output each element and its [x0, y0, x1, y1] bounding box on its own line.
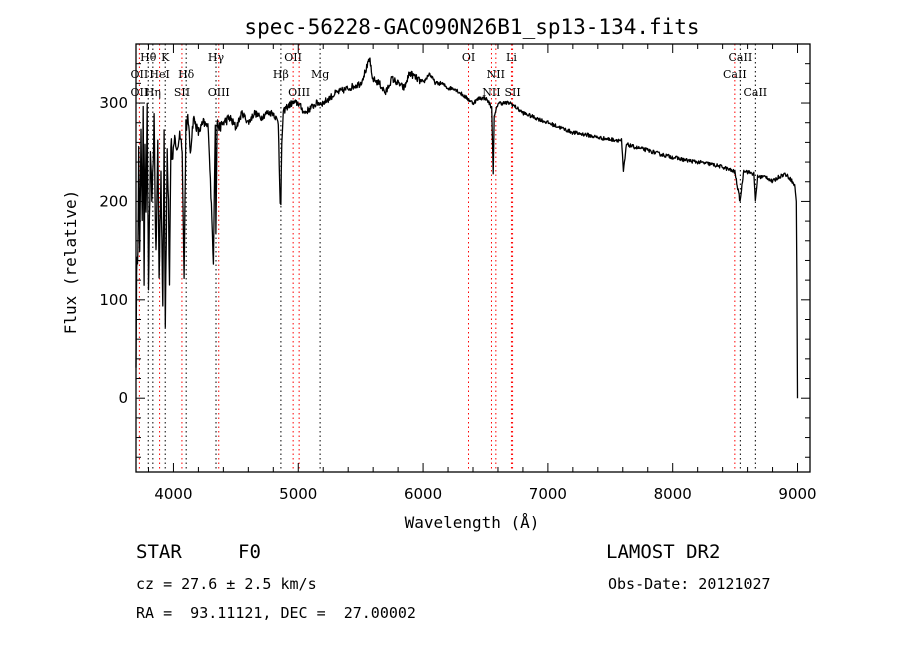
x-tick-label: 8000 [654, 485, 692, 503]
line-label: CaII [743, 86, 767, 99]
plot-frame [135, 43, 811, 473]
line-label: SII [504, 86, 520, 99]
line-label: CaII [729, 51, 753, 64]
line-label: OII [131, 86, 149, 99]
line-label: OIII [288, 86, 310, 99]
spectral-subclass: F0 [238, 541, 261, 563]
x-tick-label: 7000 [529, 485, 567, 503]
y-tick-label: 100 [99, 291, 128, 309]
x-tick-label: 5000 [279, 485, 317, 503]
line-label: OII [131, 68, 149, 81]
survey-name: LAMOST DR2 [606, 541, 721, 563]
line-label: Mg [311, 68, 329, 81]
line-label: Hη [145, 86, 161, 99]
observation-date: Obs-Date: 20121027 [608, 575, 771, 593]
coordinates-text: RA = 93.11121, DEC = 27.00002 [136, 604, 416, 622]
line-label: NII [487, 68, 505, 81]
line-label: Hθ [140, 51, 157, 64]
y-tick-label: 200 [99, 192, 128, 210]
line-label: SII [174, 86, 190, 99]
line-label: OII [284, 51, 302, 64]
redshift-text: cz = 27.6 ± 2.5 km/s [136, 575, 317, 593]
object-type: STAR [136, 541, 182, 563]
x-tick-label: 6000 [404, 485, 442, 503]
line-label: CaII [723, 68, 747, 81]
y-tick-label: 300 [99, 94, 128, 112]
spectral-line-markers [138, 44, 756, 472]
line-label: NII [482, 86, 500, 99]
x-axis-label: Wavelength (Å) [405, 513, 540, 532]
line-label: K [161, 51, 170, 64]
chart-title: spec-56228-GAC090N26B1_sp13-134.fits [244, 15, 699, 39]
line-label: OIII [208, 86, 230, 99]
line-label: OI [462, 51, 475, 64]
line-label: Hδ [178, 68, 195, 81]
line-label: Hβ [273, 68, 289, 81]
x-tick-label: 4000 [154, 485, 192, 503]
line-label: HeI [149, 68, 169, 81]
axis-ticks: 4000 5000 6000 7000 8000 9000 0 100 200 300 [99, 43, 817, 503]
line-label: Hγ [208, 51, 225, 64]
y-tick-label: 0 [118, 389, 128, 407]
line-label: Li [506, 51, 517, 64]
x-tick-label: 9000 [778, 485, 816, 503]
y-axis-label: Flux (relative) [61, 190, 80, 335]
spectrum-line [135, 57, 799, 399]
